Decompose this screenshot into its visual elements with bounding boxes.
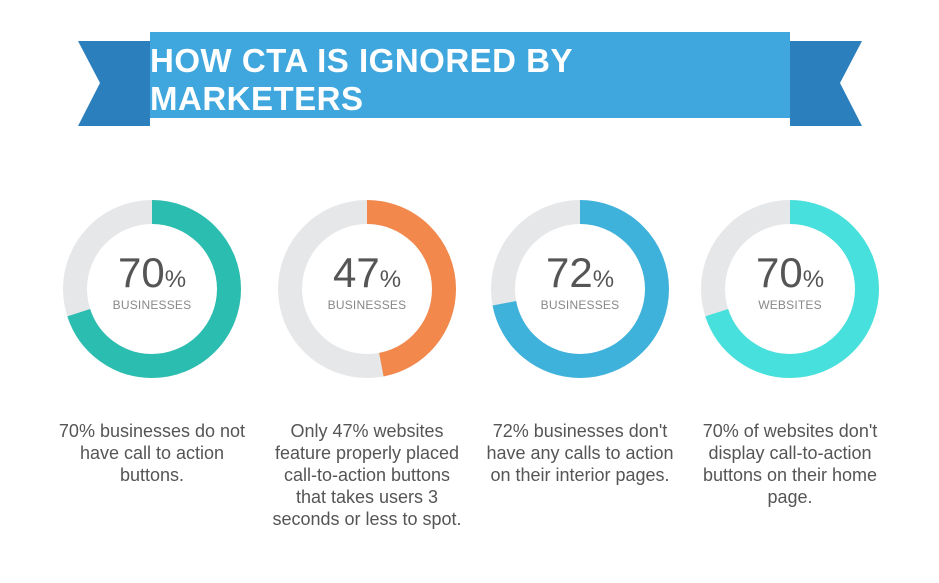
caption-4: 70% of websites don't display call-to-ac…	[702, 421, 878, 507]
value-unit: %	[379, 266, 402, 293]
caption-2: Only 47% websites feature properly place…	[272, 421, 462, 529]
donut-center-value: 70%	[694, 249, 886, 297]
donut-center-value: 47%	[271, 249, 463, 297]
value-number: 72	[545, 249, 593, 296]
value-unit: %	[802, 266, 825, 293]
donut-chart-3: 72% BUSINESSES	[484, 193, 676, 385]
page-title: HOW CTA IS IGNORED BY MARKETERS	[150, 42, 573, 117]
donut-graphic	[701, 200, 879, 378]
donut-value-arc	[63, 200, 241, 378]
donut-chart-1: 70% BUSINESSES	[56, 193, 248, 385]
donut-value-arc	[491, 200, 669, 378]
value-number: 70	[117, 249, 165, 296]
donut-graphic	[278, 200, 456, 378]
caption-1: 70% businesses do not have call to actio…	[58, 421, 246, 485]
value-unit: %	[592, 266, 615, 293]
donut-graphic	[63, 200, 241, 378]
banner-body	[150, 32, 790, 118]
value-unit: %	[164, 266, 187, 293]
caption-3: 72% businesses don't have any calls to a…	[486, 421, 674, 485]
value-number: 70	[755, 249, 803, 296]
donut-value-arc	[278, 200, 456, 378]
donut-graphic	[491, 200, 669, 378]
donut-value-arc	[701, 200, 879, 378]
banner-left-tail	[78, 41, 150, 126]
donut-chart-4: 70% WEBSITES	[694, 193, 886, 385]
value-number: 47	[332, 249, 380, 296]
donut-center-label: WEBSITES	[758, 298, 822, 312]
donut-center-value: 70%	[56, 249, 248, 297]
donut-chart-2: 47% BUSINESSES	[271, 193, 463, 385]
donut-center-label: BUSINESSES	[540, 298, 620, 312]
banner-right-tail	[790, 41, 862, 126]
donut-center-label: BUSINESSES	[112, 298, 192, 312]
title-banner	[78, 32, 862, 126]
donut-center-value: 72%	[484, 249, 676, 297]
donut-center-label: BUSINESSES	[327, 298, 407, 312]
